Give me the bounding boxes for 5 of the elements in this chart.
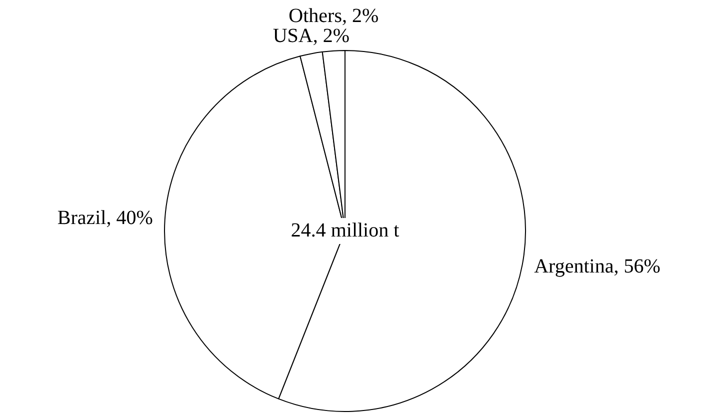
slice-label: Others, 2%	[288, 4, 379, 27]
slice-label: Argentina, 56%	[534, 255, 660, 278]
text: 24.4 million t	[290, 219, 400, 242]
slice-label: USA, 2%	[272, 24, 350, 47]
slice-label: Brazil, 40%	[57, 207, 153, 230]
